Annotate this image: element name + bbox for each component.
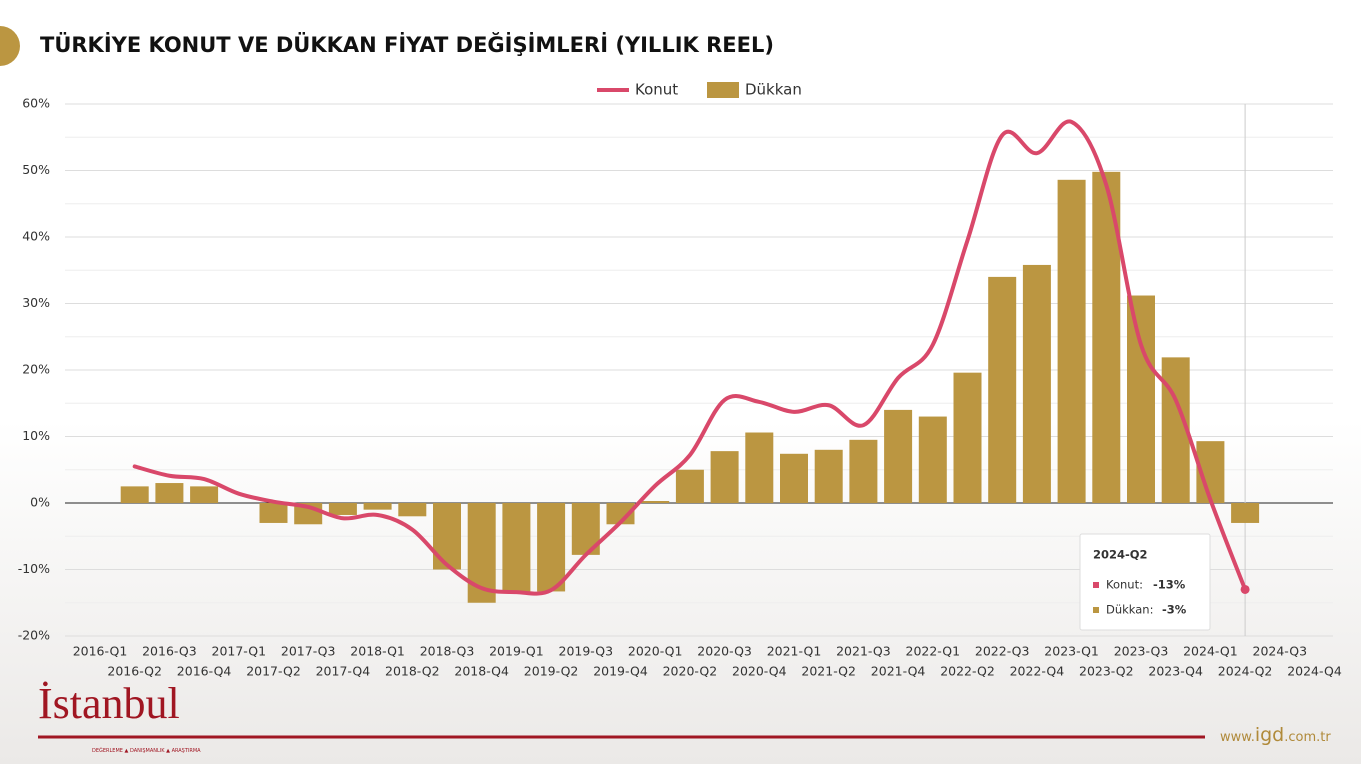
bar bbox=[190, 486, 219, 503]
tagline: DEĞERLEME ▲ DANIŞMANLIK ▲ ARAŞTIRMA bbox=[92, 747, 201, 754]
bar bbox=[155, 483, 184, 503]
x-tick-label: 2021-Q4 bbox=[871, 664, 926, 679]
site-prefix: www. bbox=[1220, 730, 1255, 745]
y-tick-label: 50% bbox=[22, 162, 50, 177]
x-tick-label: 2019-Q2 bbox=[524, 664, 579, 679]
x-tick-label: 2022-Q3 bbox=[975, 644, 1030, 659]
tooltip-title: 2024-Q2 bbox=[1093, 548, 1148, 562]
website: www.igd.com.tr bbox=[1220, 724, 1331, 746]
x-tick-label: 2019-Q4 bbox=[593, 664, 648, 679]
bar bbox=[780, 453, 808, 503]
x-tick-label: 2021-Q1 bbox=[767, 644, 822, 659]
x-tick-label: 2017-Q3 bbox=[281, 644, 336, 659]
bar bbox=[814, 449, 843, 503]
x-tick-label: 2024-Q2 bbox=[1218, 664, 1273, 679]
chart-title: TÜRKİYE KONUT VE DÜKKAN FİYAT DEĞİŞİMLER… bbox=[40, 32, 774, 57]
site-suffix: .com.tr bbox=[1284, 730, 1331, 745]
x-tick-label: 2024-Q1 bbox=[1183, 644, 1238, 659]
x-tick-label: 2016-Q3 bbox=[142, 644, 197, 659]
tooltip: 2024-Q2 Konut: -13%Dükkan: -3% bbox=[1079, 533, 1211, 631]
x-tick-label: 2020-Q4 bbox=[732, 664, 787, 679]
tooltip-swatch bbox=[1093, 607, 1099, 613]
y-tick-label: 40% bbox=[22, 229, 50, 244]
hover-point bbox=[1240, 584, 1250, 594]
bar bbox=[433, 503, 461, 570]
bar bbox=[918, 416, 947, 503]
x-tick-label: 2020-Q3 bbox=[697, 644, 752, 659]
y-tick-label: 10% bbox=[22, 428, 50, 443]
bar bbox=[710, 451, 739, 503]
y-tick-label: 20% bbox=[22, 362, 50, 377]
bar bbox=[1057, 179, 1086, 503]
y-tick-label: 60% bbox=[22, 96, 50, 111]
tooltip-box bbox=[1079, 533, 1211, 631]
y-tick-label: -20% bbox=[18, 628, 50, 643]
bar bbox=[849, 439, 878, 503]
x-tick-label: 2024-Q4 bbox=[1287, 664, 1342, 679]
legend-swatch bbox=[707, 82, 739, 98]
bar bbox=[884, 409, 913, 503]
x-tick-label: 2023-Q3 bbox=[1114, 644, 1169, 659]
x-tick-label: 2021-Q3 bbox=[836, 644, 891, 659]
x-tick-label: 2019-Q1 bbox=[489, 644, 544, 659]
bar bbox=[641, 501, 670, 503]
site-main: igd bbox=[1255, 724, 1284, 746]
x-tick-label: 2016-Q2 bbox=[107, 664, 162, 679]
bar bbox=[398, 503, 427, 517]
bar bbox=[1022, 264, 1051, 503]
bar bbox=[745, 432, 774, 503]
tooltip-value: -3% bbox=[1162, 603, 1187, 617]
bar bbox=[1127, 295, 1155, 503]
x-tick-label: 2017-Q1 bbox=[212, 644, 267, 659]
x-tick-label: 2023-Q2 bbox=[1079, 664, 1134, 679]
corner-badge bbox=[0, 26, 20, 66]
x-tick-label: 2020-Q2 bbox=[663, 664, 718, 679]
x-tick-label: 2017-Q2 bbox=[246, 664, 301, 679]
tooltip-value: -13% bbox=[1153, 578, 1186, 592]
x-tick-label: 2018-Q1 bbox=[350, 644, 405, 659]
bar bbox=[363, 503, 392, 510]
x-tick-label: 2022-Q1 bbox=[906, 644, 961, 659]
x-tick-label: 2023-Q1 bbox=[1044, 644, 1099, 659]
bar bbox=[328, 503, 357, 515]
x-tick-label: 2022-Q4 bbox=[1010, 664, 1065, 679]
x-tick-label: 2018-Q4 bbox=[454, 664, 509, 679]
x-tick-label: 2023-Q4 bbox=[1148, 664, 1203, 679]
logo: İstanbul bbox=[38, 679, 180, 728]
bar bbox=[502, 503, 531, 593]
bar bbox=[606, 503, 635, 525]
x-tick-label: 2016-Q1 bbox=[73, 644, 128, 659]
tooltip-label: Konut: bbox=[1106, 578, 1143, 592]
bar bbox=[953, 372, 982, 503]
line bbox=[132, 119, 1248, 596]
x-tick-label: 2017-Q4 bbox=[316, 664, 371, 679]
x-tick-label: 2022-Q2 bbox=[940, 664, 995, 679]
y-tick-label: -10% bbox=[18, 561, 50, 576]
legend-label: Dükkan bbox=[745, 81, 802, 99]
x-tick-label: 2016-Q4 bbox=[177, 664, 232, 679]
y-tick-label: 0% bbox=[30, 495, 50, 510]
y-tick-label: 30% bbox=[22, 295, 50, 310]
bar bbox=[988, 276, 1017, 503]
bar bbox=[1231, 503, 1260, 523]
tooltip-swatch bbox=[1093, 582, 1099, 588]
x-tick-label: 2019-Q3 bbox=[559, 644, 614, 659]
bar bbox=[120, 486, 149, 503]
x-tick-label: 2018-Q3 bbox=[420, 644, 475, 659]
bar bbox=[675, 469, 704, 503]
bar bbox=[259, 503, 288, 523]
bar bbox=[537, 503, 566, 592]
x-tick-label: 2018-Q2 bbox=[385, 664, 440, 679]
x-tick-label: 2024-Q3 bbox=[1253, 644, 1308, 659]
x-tick-label: 2020-Q1 bbox=[628, 644, 683, 659]
x-tick-label: 2021-Q2 bbox=[801, 664, 856, 679]
legend-label: Konut bbox=[635, 81, 678, 99]
tooltip-label: Dükkan: bbox=[1106, 603, 1153, 617]
